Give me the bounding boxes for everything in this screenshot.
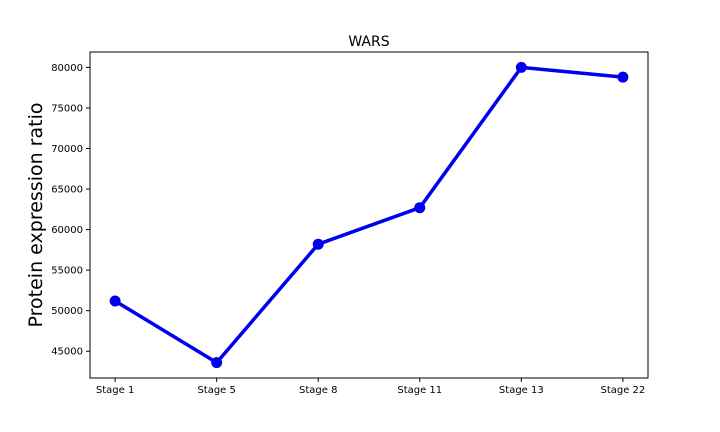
data-point [312, 238, 324, 250]
y-tick-label: 70000 [51, 144, 83, 155]
chart-title: WARS [348, 34, 389, 50]
data-point [515, 61, 527, 73]
y-tick-label: 55000 [51, 266, 83, 277]
y-axis: 45000 50000 55000 60000 65000 70000 75000 80000 [51, 63, 90, 358]
y-axis-label: Protein expression ratio [25, 103, 47, 328]
data-point [211, 357, 223, 369]
y-tick-label: 80000 [51, 63, 83, 74]
y-tick-label: 50000 [51, 306, 83, 317]
x-tick-label: Stage 22 [600, 385, 645, 396]
y-tick-label: 60000 [51, 225, 83, 236]
series-layer [109, 61, 629, 369]
data-point [109, 295, 121, 307]
y-tick-label: 45000 [51, 347, 83, 358]
data-point [414, 202, 426, 214]
x-tick-label: Stage 1 [96, 385, 134, 396]
series-line [113, 65, 625, 365]
plot-frame [89, 51, 649, 379]
x-tick-label: Stage 13 [499, 385, 544, 396]
y-tick-label: 75000 [51, 103, 83, 114]
x-axis: Stage 1 Stage 5 Stage 8 Stage 11 Stage 13 Sta… [96, 378, 645, 396]
x-tick-label: Stage 8 [299, 385, 337, 396]
y-tick-label: 65000 [51, 185, 83, 196]
x-tick-label: Stage 5 [197, 385, 235, 396]
data-point [617, 71, 629, 83]
x-tick-label: Stage 11 [397, 385, 442, 396]
